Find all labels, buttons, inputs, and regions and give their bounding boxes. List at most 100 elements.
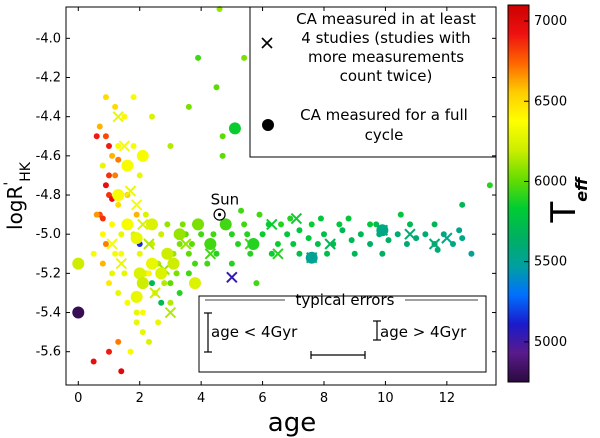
data-point [486,182,493,189]
data-point [308,221,315,228]
y-tick-label: -5.4 [36,306,61,321]
data-point [219,133,226,140]
y-tick-label: -5.6 [36,345,61,360]
legend-dot-symbol [262,119,274,131]
x-tick-label: 6 [258,391,266,406]
data-point-full-cycle [72,306,85,319]
data-point [219,152,226,159]
data-point-full-cycle [155,267,168,280]
x-tick-label: 4 [197,391,205,406]
data-point [118,368,125,375]
data-point [96,123,103,130]
data-point-cross [272,248,284,260]
errors-right-label: age > 4Gyr [380,323,467,341]
data-point [161,280,168,287]
x-axis-ticks: 0 2 4 6 8 10 12 [74,7,455,406]
plot-frame [65,6,497,386]
data-point [305,235,312,242]
data-point [149,113,155,120]
data-point-cross [118,140,131,152]
data-point-full-cycle [121,218,134,231]
data-point [90,250,97,257]
data-point [188,240,195,247]
data-point [339,227,346,234]
data-point [244,231,251,238]
data-point [290,240,297,247]
data-point [357,231,364,238]
data-point [109,221,116,228]
data-point-cross [204,248,217,260]
data-point [102,133,109,140]
data-point [403,240,410,247]
data-point [185,250,192,257]
data-point [278,221,284,228]
legend-cross-label-line-1: CA measured in at least [296,10,476,28]
data-point-cross [124,185,137,197]
legend: CA measured in at least 4 studies (studi… [249,6,497,158]
x-tick-label: 12 [439,391,456,406]
colorbar-ticks: 5000 5500 6000 6500 7000 [524,14,567,350]
data-point [133,211,140,218]
data-point [112,172,119,179]
data-point [256,211,263,218]
data-point-cross [290,212,303,225]
data-point [106,280,112,287]
data-point [112,103,119,110]
data-point [407,221,413,228]
data-point [413,235,420,242]
x-tick-label: 10 [377,391,394,406]
data-point [118,250,125,257]
data-point [345,215,352,222]
data-point [115,156,122,163]
errors-box-title: typical errors [296,291,395,309]
sun-marker: Sun [211,191,239,221]
y-axis-label-sup: ' [2,182,18,186]
legend-cross-symbol [261,37,273,49]
data-point [317,215,324,222]
data-point-cross [106,238,118,250]
data-point [210,231,217,238]
data-point [397,211,404,218]
errors-box-frame [198,295,487,373]
data-point [155,319,162,326]
data-point [348,237,355,244]
data-point-full-cycle [146,218,158,231]
data-point [204,260,211,267]
data-point [176,289,183,296]
colorbar-label: Teff [544,176,591,224]
data-point [90,358,97,365]
data-point-full-cycle [130,290,143,303]
data-point [235,240,241,247]
data-point [167,143,174,150]
data-point-full-cycle [305,251,318,264]
data-point-full-cycle [161,247,174,260]
data-point [241,54,248,61]
data-point-cross [226,271,238,283]
data-point-full-cycle [204,237,217,250]
data-point [115,338,122,345]
data-point [379,250,386,257]
data-point [351,250,358,257]
data-point [459,235,466,242]
colorbar-tick-label: 5000 [534,335,567,350]
legend-dot-label-line-2: cycle [365,126,404,144]
y-axis-label-main: logR [3,185,27,229]
data-point [127,348,134,355]
data-point [106,143,112,150]
data-point [394,231,401,238]
data-point [321,231,327,238]
colorbar-label-main: T [544,201,584,223]
data-point-full-cycle [247,237,260,250]
data-point [268,250,275,257]
data-point [241,221,248,228]
data-point [139,309,146,316]
sun-center [217,213,222,217]
data-point [109,270,116,277]
data-point [287,215,294,222]
error-bar-age [310,351,366,359]
data-point [195,54,202,61]
data-point [158,231,165,238]
colorbar-tick-label: 7000 [534,14,567,29]
x-tick-label: 0 [74,391,82,406]
data-point [130,94,137,101]
